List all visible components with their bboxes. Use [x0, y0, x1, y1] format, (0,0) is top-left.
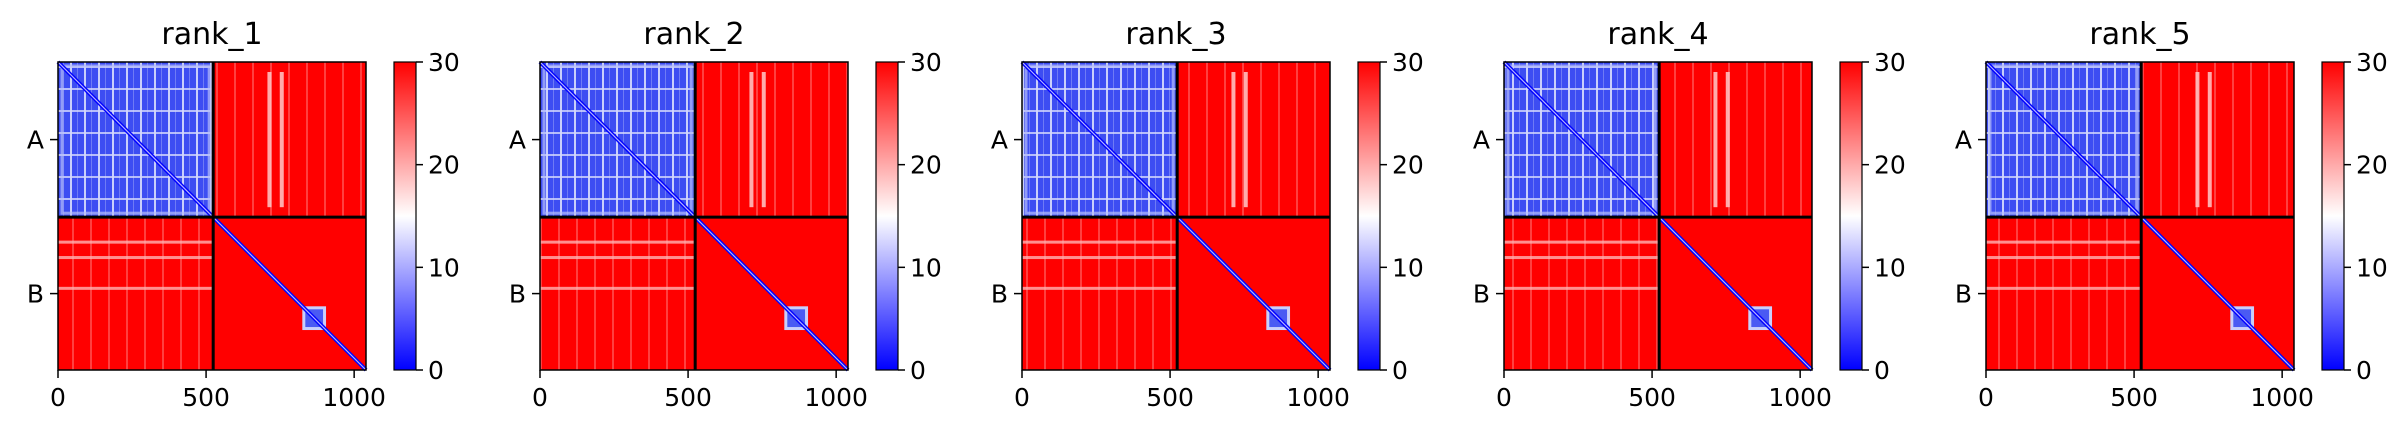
x-tick-label: 0: [1496, 383, 1512, 412]
plot-frame: [57, 61, 367, 371]
colorbar: [2321, 61, 2345, 371]
x-tick-label: 1000: [1768, 383, 1832, 412]
colorbar-tick-label: 20: [2356, 151, 2388, 180]
plot-frame: [539, 61, 849, 371]
colorbar-tick-label: 0: [1874, 356, 1890, 385]
x-tick-label: 500: [2110, 383, 2158, 412]
inter-streak: [1504, 286, 1660, 290]
inter-streak: [1725, 72, 1730, 208]
colorbar-tick-label: 20: [910, 151, 942, 180]
x-tick-label: 0: [1978, 383, 1994, 412]
colorbar-tick-label: 30: [1874, 48, 1906, 77]
row-label: A: [991, 126, 1008, 155]
row-label: A: [1473, 126, 1490, 155]
colorbar: [1839, 61, 1863, 371]
colorbar-tick-label: 30: [1392, 48, 1424, 77]
heatmap-panel-2: rank_2 A B 0 500 1000 0 10 20 30: [509, 17, 942, 412]
inter-streak: [279, 72, 284, 208]
colorbar-tick-label: 20: [1392, 151, 1424, 180]
inter-streak: [1504, 240, 1660, 244]
inter-streak: [58, 256, 214, 260]
heatmap-panel-5: rank_5 A B 0 500 1000 0 10 20 30: [1955, 17, 2388, 412]
colorbar-tick-label: 10: [2356, 253, 2388, 282]
colorbar-tick-label: 10: [1392, 253, 1424, 282]
panel-title: rank_3: [1125, 17, 1226, 52]
colorbar-tick-label: 30: [910, 48, 942, 77]
colorbar-tick-label: 10: [428, 253, 460, 282]
colorbar-tick-label: 0: [2356, 356, 2372, 385]
x-tick-label: 500: [1146, 383, 1194, 412]
colorbar-tick-label: 0: [910, 356, 926, 385]
heatmap-panel-4: rank_4 A B 0 500 1000 0 10 20 30: [1473, 17, 1906, 412]
inter-streak: [58, 240, 214, 244]
row-label: B: [1955, 280, 1972, 309]
inter-streak: [1986, 240, 2142, 244]
row-label: A: [1955, 126, 1972, 155]
colorbar-tick-label: 20: [1874, 151, 1906, 180]
x-tick-label: 500: [182, 383, 230, 412]
x-tick-label: 500: [664, 383, 712, 412]
chain-a-rim: [1024, 64, 1175, 215]
colorbar-tick-label: 0: [428, 356, 444, 385]
x-tick-label: 0: [1014, 383, 1030, 412]
inter-streak: [267, 72, 272, 208]
plot-frame: [1503, 61, 1813, 371]
plot-frame: [1021, 61, 1331, 371]
colorbar-tick-label: 10: [910, 253, 942, 282]
colorbar-tick-label: 30: [428, 48, 460, 77]
panel-title: rank_5: [2089, 17, 2190, 52]
x-tick-label: 1000: [1286, 383, 1350, 412]
colorbar: [1357, 61, 1381, 371]
colorbar-tick-label: 20: [428, 151, 460, 180]
colorbar-tick-label: 30: [2356, 48, 2388, 77]
colorbar-tick-label: 0: [1392, 356, 1408, 385]
inter-streak: [1231, 72, 1236, 208]
row-label: B: [1473, 280, 1490, 309]
inter-streak: [1713, 72, 1718, 208]
colorbar-tick-label: 10: [1874, 253, 1906, 282]
x-tick-label: 1000: [322, 383, 386, 412]
heatmap-panel-1: rank_1 A B 0 500 1000 0 10 20 30: [27, 17, 460, 412]
inter-streak: [749, 72, 754, 208]
inter-streak: [1022, 256, 1178, 260]
x-tick-label: 1000: [2250, 383, 2314, 412]
inter-streak: [540, 286, 696, 290]
plot-frame: [1985, 61, 2295, 371]
colorbar: [875, 61, 899, 371]
colorbar: [393, 61, 417, 371]
x-tick-label: 0: [50, 383, 66, 412]
inter-streak: [1243, 72, 1248, 208]
inter-streak: [1986, 286, 2142, 290]
inter-streak: [2195, 72, 2200, 208]
row-label: A: [509, 126, 526, 155]
chain-a-rim: [1506, 64, 1657, 215]
panel-title: rank_2: [643, 17, 744, 52]
inter-streak: [58, 286, 214, 290]
chain-a-rim: [542, 64, 693, 215]
inter-streak: [1504, 256, 1660, 260]
inter-streak: [761, 72, 766, 208]
row-label: A: [27, 126, 44, 155]
x-tick-label: 1000: [804, 383, 868, 412]
chain-a-rim: [60, 64, 211, 215]
panel-title: rank_4: [1607, 17, 1708, 52]
x-tick-label: 0: [532, 383, 548, 412]
inter-streak: [1022, 286, 1178, 290]
row-label: B: [27, 280, 44, 309]
inter-streak: [1022, 240, 1178, 244]
heatmap-panel-3: rank_3 A B 0 500 1000 0 10 20 30: [991, 17, 1424, 412]
chain-a-rim: [1988, 64, 2139, 215]
inter-streak: [540, 256, 696, 260]
row-label: B: [991, 280, 1008, 309]
inter-streak: [540, 240, 696, 244]
inter-streak: [1986, 256, 2142, 260]
inter-streak: [2207, 72, 2212, 208]
row-label: B: [509, 280, 526, 309]
x-tick-label: 500: [1628, 383, 1676, 412]
panel-title: rank_1: [161, 17, 262, 52]
